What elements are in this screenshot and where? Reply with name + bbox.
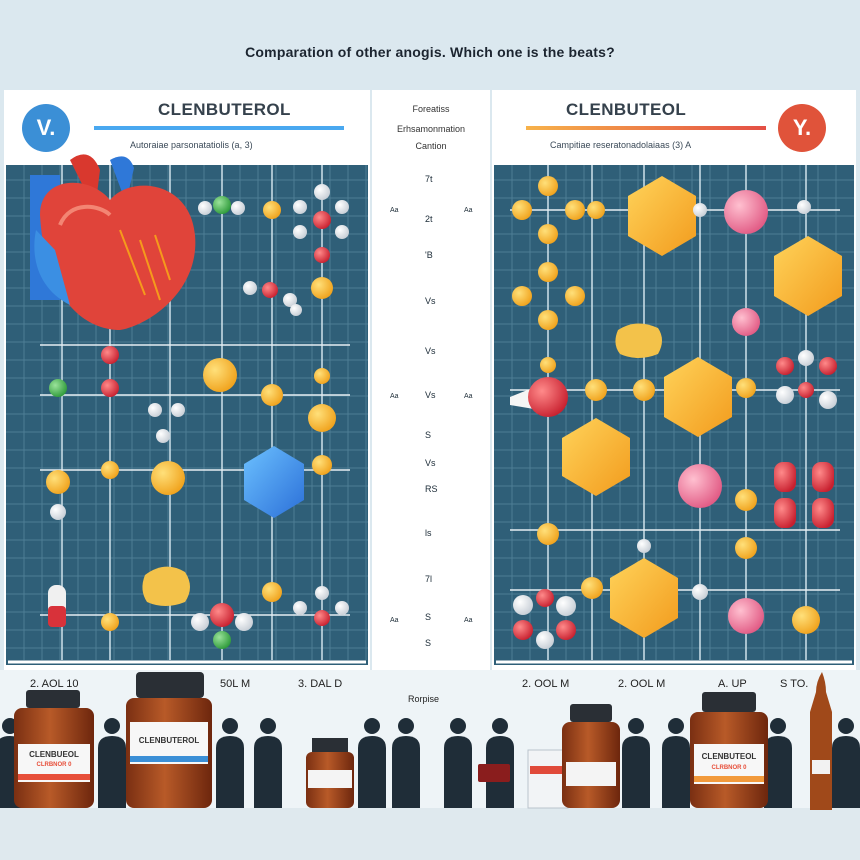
tick-label: Aa xyxy=(390,207,399,214)
page-title: Comparation of other anogis. Which one i… xyxy=(245,44,615,60)
heart-icon xyxy=(30,154,196,330)
right-bottle xyxy=(690,692,768,808)
box-package xyxy=(527,749,569,809)
right-molecules xyxy=(510,176,842,649)
left-jar-sublabel: CLRBNOR 0 xyxy=(36,762,72,768)
right-badge: Y. xyxy=(778,104,826,152)
right-accent-bar xyxy=(526,126,766,130)
bottom-label-right4: S TO. xyxy=(780,678,809,690)
right-badge-label: Y. xyxy=(792,115,812,140)
bottom-label-right1: 2. OOL M xyxy=(522,678,570,690)
bottom-label-left3: 3. DAL D xyxy=(298,678,343,690)
bottom-label-left2: 50L M xyxy=(220,678,251,690)
left-molecules xyxy=(46,184,349,649)
row-label: S xyxy=(425,430,431,440)
person-silhouette xyxy=(662,718,690,808)
center-header-line1: Foreatiss xyxy=(412,104,450,114)
floor xyxy=(0,808,860,860)
right-jar-sublabel: CLRBNOR 0 xyxy=(711,765,747,771)
row-label: 'B xyxy=(425,250,433,260)
people-silhouettes xyxy=(0,718,860,808)
row-label: S xyxy=(425,612,431,622)
bottom-label-right3: A. UP xyxy=(718,678,747,690)
person-silhouette xyxy=(392,718,420,808)
person-silhouette xyxy=(764,718,792,808)
person-silhouette xyxy=(254,718,282,808)
small-bottle-left xyxy=(306,738,354,808)
center-header-line2: Erhsamonmation xyxy=(396,124,466,134)
ampoule xyxy=(810,672,832,810)
left-badge-label: V. xyxy=(36,115,56,140)
left-subtitle: Autoraiae parsonatatiolis (a, 3) xyxy=(130,140,253,150)
row-label: Vs xyxy=(425,458,436,468)
tick-label: Aa xyxy=(464,393,473,400)
left-jar-label: CLENBUEOL xyxy=(29,750,79,759)
person-silhouette xyxy=(622,718,650,808)
row-label: Vs xyxy=(425,390,436,400)
person-silhouette xyxy=(98,718,126,808)
center-header-line3: Cantion xyxy=(415,141,447,151)
left-accent-bar xyxy=(94,126,344,130)
right-bottle-small xyxy=(562,704,620,808)
center-bottle xyxy=(126,672,212,808)
tick-label: Aa xyxy=(390,617,399,624)
bottom-label-left1: 2. AOL 10 xyxy=(30,678,79,690)
row-label: Vs xyxy=(425,296,436,306)
row-labels: 7t 2t 'B Vs Vs Vs S Vs RS ls 7l S S xyxy=(425,174,438,648)
row-label: 2t xyxy=(425,214,433,224)
right-heading: CLENBUTEOL xyxy=(566,100,687,119)
bottom-label-center: Rorpise xyxy=(408,694,440,704)
left-bottle xyxy=(14,690,94,808)
tick-label: Aa xyxy=(390,393,399,400)
tick-label: Aa xyxy=(464,207,473,214)
tick-labels: Aa Aa Aa Aa Aa Aa xyxy=(390,207,473,624)
bottom-label-right2: 2. OOL M xyxy=(618,678,666,690)
row-label: Vs xyxy=(425,346,436,356)
right-subtitle: Campitiae reseratonadolaiaas (3) A xyxy=(550,140,692,150)
person-silhouette xyxy=(216,718,244,808)
center-jar-label: CLENBUTEROL xyxy=(138,736,200,745)
row-label: S xyxy=(425,638,431,648)
left-heading: CLENBUTEROL xyxy=(158,100,291,119)
row-label: 7t xyxy=(425,174,433,184)
right-jar-label: CLENBUTEOL xyxy=(701,752,757,761)
row-label: 7l xyxy=(425,574,432,584)
person-silhouette xyxy=(832,718,860,808)
tick-label: Aa xyxy=(464,617,473,624)
person-silhouette xyxy=(358,718,386,808)
row-label: RS xyxy=(425,484,438,494)
left-badge: V. xyxy=(22,104,70,152)
briefcase-icon xyxy=(478,764,510,782)
center-panel xyxy=(372,90,490,670)
row-label: ls xyxy=(425,528,432,538)
person-silhouette xyxy=(444,718,472,808)
